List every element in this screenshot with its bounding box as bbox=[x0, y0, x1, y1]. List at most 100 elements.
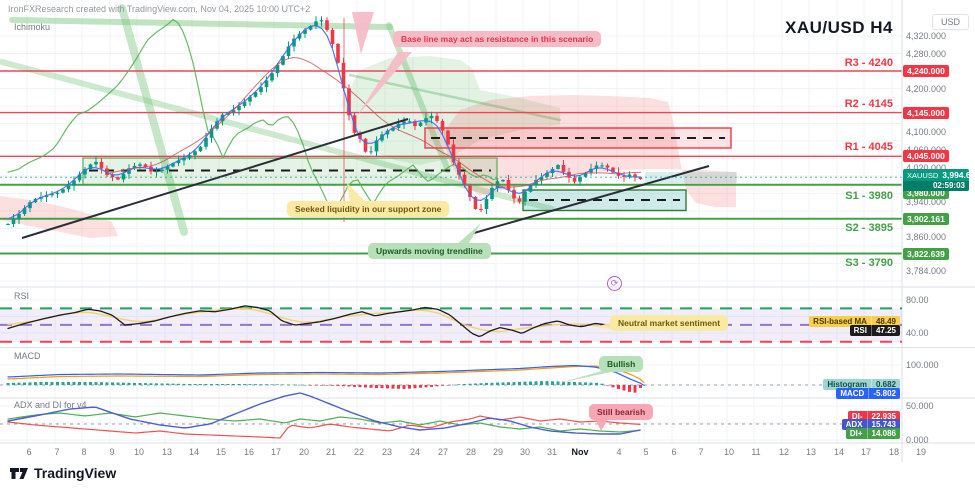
time-axis-label[interactable]: 7 bbox=[698, 447, 704, 457]
indicator-value-chip-macd: MACD -5.802 bbox=[836, 387, 900, 399]
ticker-countdown: 02:59:03 bbox=[903, 181, 969, 191]
panel-separators bbox=[0, 0, 975, 462]
trendlines bbox=[21, 118, 710, 239]
price-scale-label: 100.000 bbox=[906, 360, 939, 370]
price-scale-badge: 4,145.000 bbox=[903, 106, 949, 119]
chip-label: DI+ bbox=[849, 428, 863, 438]
chip-value: 22.935 bbox=[866, 410, 900, 422]
level-label-s3: S3 - 3790 bbox=[845, 257, 893, 269]
time-axis-label[interactable]: 10 bbox=[133, 447, 144, 457]
indicator-value-chip-di: DI- 22.935 bbox=[847, 410, 900, 422]
time-axis-label[interactable]: 29 bbox=[492, 447, 503, 457]
time-axis-label[interactable]: 17 bbox=[860, 447, 871, 457]
candlestick-series bbox=[6, 16, 643, 228]
ichimoku-clouds bbox=[0, 56, 737, 238]
time-axis-label[interactable]: 15 bbox=[215, 447, 226, 457]
currency-button[interactable]: USD bbox=[931, 14, 969, 30]
chip-label: ADX bbox=[845, 420, 863, 429]
chip-label: RSI bbox=[853, 326, 867, 335]
refresh-icon[interactable]: ⟳ bbox=[607, 276, 622, 291]
time-axis-label[interactable]: 16 bbox=[243, 447, 254, 457]
time-axis-label[interactable]: 7 bbox=[54, 447, 60, 457]
time-axis-label[interactable]: 21 bbox=[325, 447, 336, 457]
chip-label: RSI-based MA bbox=[813, 317, 867, 326]
price-scale-label: 4,100.000 bbox=[906, 127, 947, 137]
tradingview-logo-icon bbox=[10, 467, 28, 479]
time-axis-label[interactable]: Nov bbox=[571, 447, 589, 457]
price-scale-label: 3,860.000 bbox=[906, 232, 947, 242]
chip-value: 48.49 bbox=[870, 316, 900, 327]
time-axis-label[interactable]: 22 bbox=[353, 447, 364, 457]
rsi-panel bbox=[0, 305, 902, 343]
indicator-value-chip-rsi: RSI 47.25 bbox=[849, 325, 900, 336]
price-scale-label: 0.000 bbox=[906, 435, 929, 445]
ichimoku-lines bbox=[7, 24, 642, 220]
time-axis-label[interactable]: 23 bbox=[381, 447, 392, 457]
price-scale-label: 4,280.000 bbox=[906, 48, 947, 59]
annotation-baseline[interactable]: Base line may act as resistance in this … bbox=[393, 31, 602, 47]
time-axis-label[interactable]: 13 bbox=[161, 447, 172, 457]
annotation-upwards[interactable]: Upwards moving trendline bbox=[368, 243, 491, 259]
time-axis-label[interactable]: 14 bbox=[833, 447, 844, 457]
macd-panel-title[interactable]: MACD bbox=[14, 351, 41, 361]
time-axis-label[interactable]: 10 bbox=[723, 447, 734, 457]
macd-panel bbox=[0, 364, 902, 393]
price-scale-label: 40.00 bbox=[906, 328, 929, 338]
time-axis-label[interactable]: 31 bbox=[546, 447, 557, 457]
time-axis-label[interactable]: 19 bbox=[915, 447, 926, 457]
price-scale-badge: 3,902.161 bbox=[903, 212, 949, 225]
adx-panel bbox=[0, 392, 902, 439]
price-scale-label: 3,940.000 bbox=[906, 197, 947, 207]
time-axis-label[interactable]: 17 bbox=[270, 447, 281, 457]
chip-label: DI- bbox=[851, 411, 863, 421]
ticker-symbol: XAUUSD bbox=[907, 170, 939, 180]
time-axis-label[interactable]: 13 bbox=[805, 447, 816, 457]
chart-canvas[interactable] bbox=[0, 0, 975, 462]
time-axis-label[interactable]: 6 bbox=[26, 447, 32, 457]
price-scale-badge: 4,045.000 bbox=[903, 149, 949, 162]
price-scale-label: 3,784.000 bbox=[906, 265, 947, 276]
rsi-panel-title[interactable]: RSI bbox=[14, 291, 30, 301]
indicator-legend[interactable]: Ichimoku bbox=[14, 22, 51, 32]
tradingview-brand[interactable]: TradingView bbox=[10, 465, 116, 481]
price-scale-label: 50.000 bbox=[906, 401, 934, 411]
time-axis-label[interactable]: 30 bbox=[519, 447, 530, 457]
indicator-value-chip-histogram: Histogram 0.682 bbox=[823, 378, 900, 390]
time-axis-label[interactable]: 27 bbox=[437, 447, 448, 457]
time-axis-label[interactable]: 11 bbox=[751, 447, 761, 457]
time-axis-label[interactable]: 6 bbox=[671, 447, 677, 457]
time-axis-label[interactable]: 14 bbox=[188, 447, 199, 457]
time-axis-label[interactable]: 24 bbox=[409, 447, 420, 457]
brand-text: TradingView bbox=[34, 465, 117, 481]
time-axis-label[interactable]: 4 bbox=[616, 447, 622, 457]
watermark-text: IronFXResearch created with TradingView.… bbox=[8, 4, 311, 14]
level-label-r3: R3 - 4240 bbox=[844, 57, 893, 69]
time-axis-label[interactable]: 8 bbox=[81, 447, 87, 457]
annotation-neutral[interactable]: Neutral market sentiment bbox=[610, 315, 729, 331]
price-scale-badge: 4,240.000 bbox=[903, 65, 949, 77]
symbol-title: XAU/USD H4 bbox=[785, 18, 893, 37]
adx-panel-title[interactable]: ADX and DI for v4 bbox=[14, 400, 87, 410]
ticker-last-price: 3,994.662 bbox=[942, 170, 975, 180]
sr-zones bbox=[82, 127, 732, 212]
time-axis-label[interactable]: 5 bbox=[643, 447, 649, 457]
time-axis-label[interactable]: 12 bbox=[778, 447, 789, 457]
chip-value: 0.682 bbox=[870, 378, 900, 390]
price-scale-label: 80.00 bbox=[906, 295, 929, 305]
ticker-price-badge: XAUUSD 3,994.662 02:59:03 bbox=[903, 169, 975, 191]
price-scale-label: 4,320.000 bbox=[906, 31, 947, 41]
annotation-stillbearish[interactable]: Still bearish bbox=[589, 404, 654, 420]
time-axis-label[interactable]: 9 bbox=[109, 447, 115, 457]
time-axis-label[interactable]: 18 bbox=[888, 447, 899, 457]
chip-value: 15.743 bbox=[866, 419, 900, 430]
level-label-s2: S2 - 3895 bbox=[845, 222, 893, 234]
time-axis-label[interactable]: 28 bbox=[465, 447, 476, 457]
annotation-bullish[interactable]: Bullish bbox=[599, 356, 644, 372]
annotation-seeked[interactable]: Seeked liquidity in our support zone bbox=[287, 201, 450, 217]
grid bbox=[0, 0, 902, 443]
chip-label: MACD bbox=[840, 388, 865, 398]
time-axis-label[interactable]: 20 bbox=[298, 447, 309, 457]
annotation-pointers bbox=[347, 12, 616, 431]
indicator-value-chip-adx: ADX 15.743 bbox=[841, 419, 900, 430]
